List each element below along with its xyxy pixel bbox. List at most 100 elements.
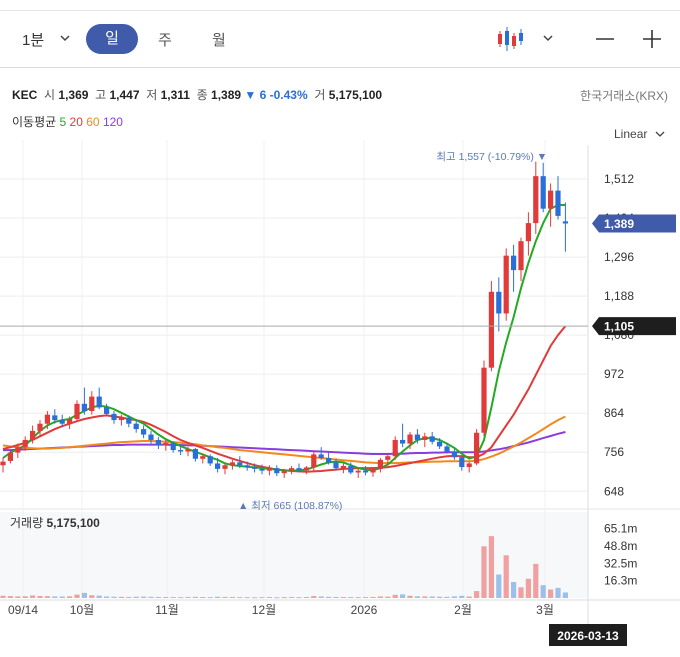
- zoom-out-icon[interactable]: [593, 27, 617, 51]
- candle-body: [118, 417, 124, 421]
- volume-bar: [30, 595, 36, 598]
- volume-bar: [496, 574, 502, 598]
- candle-body: [511, 255, 517, 271]
- candlestick-icon[interactable]: [496, 25, 526, 53]
- candle-body: [81, 403, 87, 412]
- volume-bar: [170, 597, 176, 599]
- volume-bar: [400, 594, 406, 598]
- candle-body: [185, 448, 191, 452]
- volume-bar: [207, 597, 213, 599]
- volume-bar: [111, 596, 117, 598]
- volume-bar: [178, 597, 184, 599]
- volume-bar: [533, 563, 539, 598]
- y-tick-label: 1,188: [604, 289, 634, 303]
- candle-body: [252, 467, 258, 469]
- candle-body: [170, 442, 176, 451]
- ma-legend-5: 5: [59, 115, 67, 129]
- candle-body: [555, 190, 561, 216]
- volume-bar: [118, 596, 124, 598]
- candle-body: [215, 463, 221, 469]
- candle-body: [370, 468, 376, 473]
- volume-bar: [163, 597, 169, 599]
- candle-body: [15, 447, 21, 453]
- tab-month[interactable]: 월: [212, 32, 226, 49]
- tab-day[interactable]: 일: [86, 24, 138, 54]
- volume-bar: [22, 596, 28, 598]
- candle-body: [422, 436, 428, 440]
- quote-summary: KEC 시 1,369 고 1,447 저 1,311 종 1,389 ▼ 6 …: [12, 86, 382, 103]
- tab-week[interactable]: 주: [158, 32, 172, 49]
- volume-bar: [355, 597, 361, 599]
- volume-bar: [0, 595, 6, 598]
- chevron-down-icon[interactable]: [58, 31, 72, 45]
- crosshair-price-tag: [592, 317, 676, 336]
- x-tick-label: 12월: [252, 603, 276, 617]
- volume-bar: [311, 595, 317, 598]
- volume-bar: [555, 587, 561, 598]
- interval-selector[interactable]: 1분: [22, 32, 45, 49]
- candle-body: [414, 434, 420, 440]
- volume-tick-label: 16.3m: [604, 574, 637, 588]
- volume-bar: [363, 597, 369, 599]
- candle-body: [207, 456, 213, 464]
- candle-body: [178, 450, 184, 452]
- volume-bar: [148, 596, 154, 598]
- volume-bar: [185, 597, 191, 599]
- volume-title-value: 5,175,100: [46, 516, 100, 530]
- y-tick-label: 756: [604, 445, 624, 459]
- volume-bar: [466, 596, 472, 598]
- y-tick-label: 648: [604, 484, 624, 498]
- volume-bar: [141, 596, 147, 598]
- volume-bar: [266, 597, 272, 599]
- scale-mode-selector[interactable]: Linear: [614, 127, 665, 141]
- volume-bar: [192, 596, 198, 598]
- open-value: 1,369: [58, 88, 89, 102]
- volume-bar: [229, 597, 235, 599]
- candle-body: [311, 454, 317, 468]
- candle-body: [548, 190, 554, 209]
- volume-bar: [518, 587, 524, 598]
- candle-body: [429, 436, 435, 442]
- volume-bar: [237, 597, 243, 599]
- candle-body: [229, 462, 235, 466]
- volume-bar: [377, 596, 383, 598]
- volume-bar: [296, 597, 302, 599]
- ma-legend-label: 이동평균: [12, 115, 57, 129]
- candle-body: [326, 458, 332, 463]
- current-price-tag: [592, 214, 676, 233]
- volume-bar: [104, 596, 110, 598]
- candle-body: [481, 367, 487, 433]
- zoom-in-icon[interactable]: [640, 27, 664, 51]
- volume-bar: [348, 597, 354, 599]
- ma-legend-20: 20: [69, 115, 83, 129]
- candle-body: [459, 457, 465, 468]
- volume-bar: [89, 595, 95, 598]
- volume-bar: [407, 595, 413, 598]
- chart-type-chevron-icon[interactable]: [541, 31, 555, 45]
- candle-body: [141, 429, 147, 435]
- candle-body: [503, 255, 509, 314]
- x-tick-label: 11월: [155, 603, 179, 617]
- volume-tick-label: 65.1m: [604, 522, 637, 536]
- candle-body: [67, 418, 73, 424]
- volume-bar: [525, 578, 531, 598]
- exchange-label: 한국거래소(KRX): [580, 89, 668, 103]
- volume-label: 거: [314, 88, 326, 102]
- y-tick-label: 864: [604, 406, 624, 420]
- candle-body: [274, 468, 280, 474]
- volume-bar: [333, 596, 339, 598]
- x-tick-label: 2월: [454, 603, 472, 617]
- candle-body: [148, 434, 154, 440]
- volume-bar: [126, 596, 132, 598]
- x-tick-label: 09/14: [8, 603, 38, 617]
- candle-body: [244, 465, 250, 468]
- crosshair-date-tag: [549, 624, 627, 646]
- volume-bar: [511, 582, 517, 598]
- volume-bar: [96, 595, 102, 598]
- volume-bar: [259, 597, 265, 599]
- volume-bar: [429, 596, 435, 598]
- candle-body: [363, 470, 369, 473]
- change-value: ▼ 6 -0.43%: [244, 88, 308, 102]
- candle-body: [385, 456, 391, 460]
